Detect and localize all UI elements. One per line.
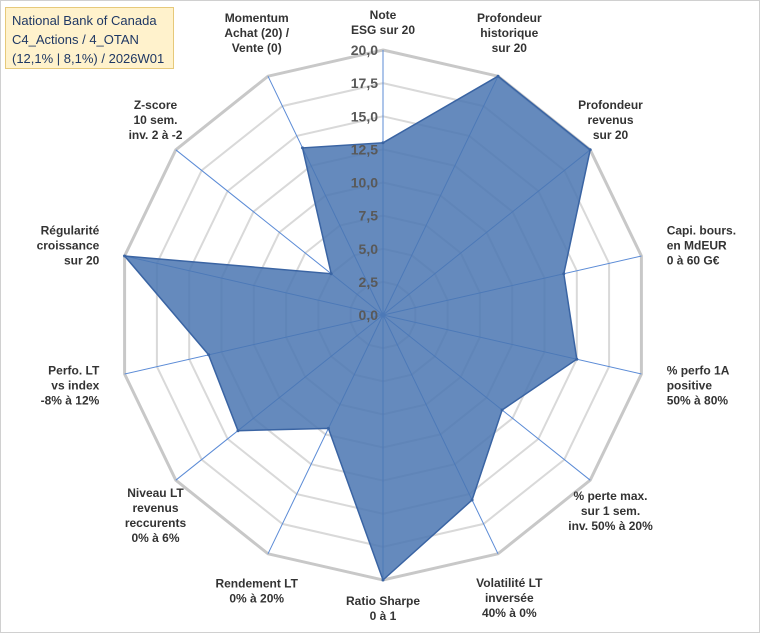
chart-title-box: National Bank of Canada C4_Actions / 4_O… xyxy=(5,7,174,69)
tick-label: 5,0 xyxy=(359,241,379,257)
radar-series xyxy=(122,74,592,582)
series-point xyxy=(236,429,240,433)
axis-label: Z-score 10 sem. inv. 2 à -2 xyxy=(129,98,183,142)
tick-label: 17,5 xyxy=(351,75,378,91)
chart-title-line-1: National Bank of Canada xyxy=(12,13,157,28)
series-point xyxy=(329,272,333,276)
tick-label: 20,0 xyxy=(351,42,378,58)
series-point xyxy=(301,146,304,150)
series-point xyxy=(381,578,385,582)
series-point xyxy=(470,498,474,502)
tick-label: 0,0 xyxy=(359,307,379,323)
axis-label: Capi. bours. en MdEUR 0 à 60 G€ xyxy=(667,224,736,268)
axis-label: Perfo. LT vs index -8% à 12% xyxy=(41,363,100,407)
radar-tick-labels: 0,0 2,5 5,0 7,5 10,0 12,5 15,0 17,5 20,0 xyxy=(351,42,378,323)
axis-label: Profondeur historique sur 20 xyxy=(477,11,542,55)
axis-label: Note ESG sur 20 xyxy=(351,8,415,37)
series-point xyxy=(123,254,127,258)
tick-label: 10,0 xyxy=(351,175,378,191)
axis-label: % perfo 1A positive 50% à 80% xyxy=(667,363,730,407)
series-point xyxy=(575,357,579,361)
chart-title-line-3: (12,1% | 8,1%) / 2026W01 xyxy=(12,51,165,66)
tick-label: 12,5 xyxy=(351,141,378,157)
axis-label: Profondeur revenus sur 20 xyxy=(578,98,643,142)
chart-title-line-2: C4_Actions / 4_OTAN xyxy=(12,32,139,47)
radar-axis-labels: Note ESG sur 20 Profondeur historique sur 20… xyxy=(37,8,736,623)
tick-label: 7,5 xyxy=(359,208,379,224)
axis-label: Niveau LT revenus reccurents 0% à 6% xyxy=(125,486,187,545)
tick-label: 2,5 xyxy=(359,274,379,290)
axis-label: Rendement LT 0% à 20% xyxy=(215,577,298,606)
series-point xyxy=(207,353,211,357)
axis-label: Momentum Achat (20) / Vente (0) xyxy=(224,11,289,55)
series-point xyxy=(500,408,504,412)
series-point xyxy=(496,74,500,78)
tick-label: 15,0 xyxy=(351,108,378,124)
series-point xyxy=(588,148,592,152)
axis-label: Ratio Sharpe 0 à 1 xyxy=(346,594,420,623)
series-point xyxy=(381,141,385,145)
axis-label: % perte max. sur 1 sem. inv. 50% à 20% xyxy=(568,489,653,533)
series-point xyxy=(562,272,566,276)
axis-label: Volatilité LT inversée 40% à 0% xyxy=(476,576,543,620)
series-point xyxy=(326,426,330,430)
axis-label: Régularité croissance sur 20 xyxy=(37,224,100,268)
